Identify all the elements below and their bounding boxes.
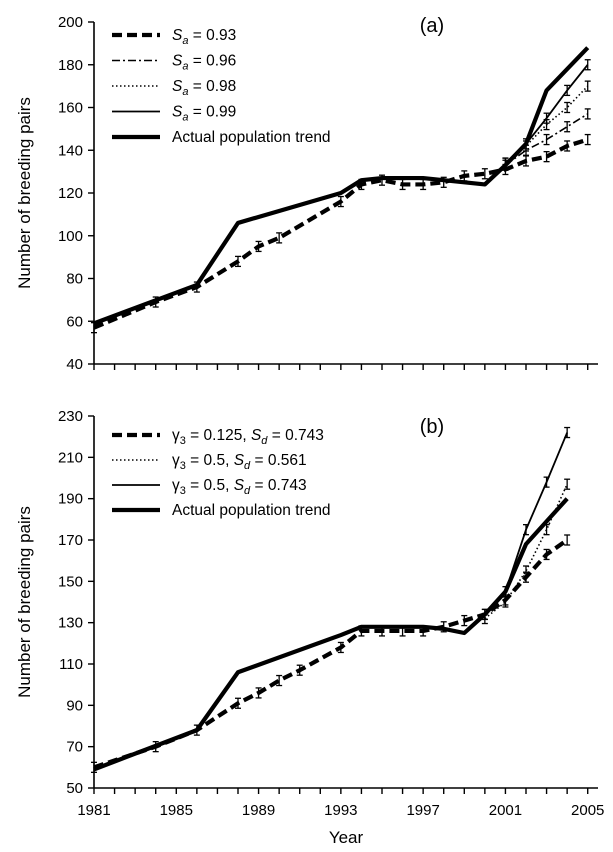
y-tick-label: 110 bbox=[59, 656, 83, 673]
legend-label-part: a bbox=[182, 61, 188, 73]
legend-label-part: S bbox=[234, 477, 245, 494]
y-tick-label: 80 bbox=[66, 271, 83, 288]
legend-label-part: = 0.743 bbox=[267, 427, 323, 444]
x-tick-label: 1981 bbox=[77, 802, 110, 819]
y-tick-label: 120 bbox=[58, 185, 83, 202]
y-tick-label: 100 bbox=[58, 228, 83, 245]
series-line bbox=[93, 497, 569, 772]
legend-label: Sa = 0.93 bbox=[172, 27, 236, 47]
y-tick-label: 130 bbox=[58, 615, 83, 632]
legend-label-part: Actual population trend bbox=[172, 129, 331, 146]
y-tick-label: 70 bbox=[66, 739, 83, 756]
series-line bbox=[93, 538, 569, 770]
legend-label-part: = 0.561 bbox=[250, 452, 306, 469]
x-tick-label: 2005 bbox=[571, 802, 604, 819]
x-tick-label: 1997 bbox=[406, 802, 439, 819]
y-tick-label: 180 bbox=[58, 57, 83, 74]
legend-label-part: d bbox=[244, 485, 251, 497]
legend-label-part: 3 bbox=[180, 485, 186, 497]
legend-label-part: S bbox=[172, 104, 183, 121]
legend-label-part: a bbox=[182, 112, 188, 124]
legend-label-part: = 0.93 bbox=[188, 27, 236, 44]
legend-label-part: S bbox=[172, 27, 183, 44]
legend-label: γ3 = 0.5, Sd = 0.561 bbox=[172, 452, 307, 472]
legend-label-part: a bbox=[182, 86, 188, 98]
legend-label: Actual population trend bbox=[172, 129, 331, 146]
y-tick-label: 60 bbox=[66, 313, 83, 330]
x-tick-label: 1989 bbox=[242, 802, 275, 819]
panel-label: (a) bbox=[420, 15, 444, 37]
legend-label-part: d bbox=[261, 435, 268, 447]
x-axis-title: Year bbox=[329, 828, 364, 847]
legend-label-part: γ bbox=[172, 477, 180, 494]
legend-label-part: 3 bbox=[180, 460, 186, 472]
y-tick-label: 190 bbox=[58, 491, 83, 508]
legend-label-part: 3 bbox=[180, 435, 186, 447]
y-tick-label: 210 bbox=[58, 449, 83, 466]
x-tick-label: 1993 bbox=[324, 802, 357, 819]
legend-label-part: = 0.125, bbox=[186, 427, 251, 444]
legend-label: Actual population trend bbox=[172, 502, 331, 519]
legend-label: γ3 = 0.5, Sd = 0.743 bbox=[172, 477, 307, 497]
legend-label-part: γ bbox=[172, 452, 180, 469]
legend-label-part: = 0.743 bbox=[250, 477, 306, 494]
y-axis-title: Number of breeding pairs bbox=[15, 97, 34, 289]
y-tick-label: 90 bbox=[66, 697, 83, 714]
y-axis-title: Number of breeding pairs bbox=[15, 506, 34, 698]
series-line bbox=[93, 137, 589, 330]
legend-label-part: = 0.98 bbox=[188, 78, 236, 95]
panel-label: (b) bbox=[420, 416, 444, 438]
chart-panel-a: 40 60 80 100 120 140 160 180 200 Number of breedi… bbox=[15, 14, 598, 373]
legend-label: Sa = 0.99 bbox=[172, 104, 236, 124]
legend-label-part: γ bbox=[172, 427, 180, 444]
legend-label-part: d bbox=[244, 460, 251, 472]
legend-label: γ3 = 0.125, Sd = 0.743 bbox=[172, 427, 324, 447]
legend-label-part: S bbox=[172, 53, 183, 70]
y-tick-label: 50 bbox=[66, 780, 83, 797]
legend-label-part: = 0.96 bbox=[188, 53, 236, 70]
chart-panel-b: 50 70 90 110 130 150 170 190 210 230 1981 1985 1989 1… bbox=[15, 408, 604, 847]
y-tick-label: 230 bbox=[58, 408, 83, 425]
legend-label-part: = 0.99 bbox=[188, 104, 236, 121]
x-tick-label: 1985 bbox=[160, 802, 193, 819]
legend-label-part: = 0.5, bbox=[186, 477, 234, 494]
x-tick-label: 2001 bbox=[489, 802, 522, 819]
y-tick-label: 150 bbox=[58, 573, 83, 590]
legend-label-part: = 0.5, bbox=[186, 452, 234, 469]
y-tick-label: 200 bbox=[58, 14, 83, 31]
y-tick-label: 170 bbox=[58, 532, 83, 549]
series-line bbox=[484, 432, 568, 616]
y-tick-label: 140 bbox=[58, 142, 83, 159]
legend-label-part: a bbox=[182, 35, 188, 47]
series-line bbox=[93, 46, 590, 326]
legend-label-part: S bbox=[234, 452, 245, 469]
legend-label-part: S bbox=[251, 427, 262, 444]
legend-label-part: S bbox=[172, 78, 183, 95]
legend-label: Sa = 0.96 bbox=[172, 53, 236, 73]
y-tick-label: 160 bbox=[58, 100, 83, 117]
legend-label: Sa = 0.98 bbox=[172, 78, 236, 98]
y-tick-label: 40 bbox=[66, 356, 83, 373]
legend-label-part: Actual population trend bbox=[172, 502, 331, 519]
